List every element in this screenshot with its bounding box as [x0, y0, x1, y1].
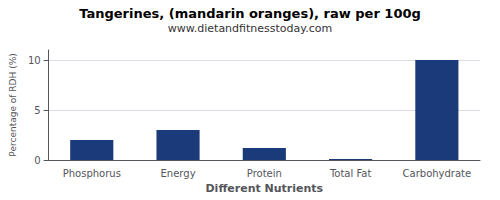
svg-text:www.dietandfitnesstoday.com: www.dietandfitnesstoday.com: [168, 22, 332, 35]
svg-text:Different Nutrients: Different Nutrients: [205, 182, 323, 195]
svg-text:Energy: Energy: [161, 168, 196, 179]
svg-text:Tangerines, (mandarin oranges): Tangerines, (mandarin oranges), raw per …: [79, 6, 421, 21]
svg-text:Percentage of RDH (%): Percentage of RDH (%): [8, 53, 18, 156]
svg-text:Protein: Protein: [247, 168, 282, 179]
svg-text:Phosphorus: Phosphorus: [63, 168, 121, 179]
svg-text:Carbohydrate: Carbohydrate: [403, 168, 472, 179]
svg-text:10: 10: [28, 55, 41, 66]
svg-text:Total Fat: Total Fat: [329, 168, 371, 179]
svg-text:5: 5: [34, 105, 40, 116]
svg-text:0: 0: [34, 155, 40, 166]
